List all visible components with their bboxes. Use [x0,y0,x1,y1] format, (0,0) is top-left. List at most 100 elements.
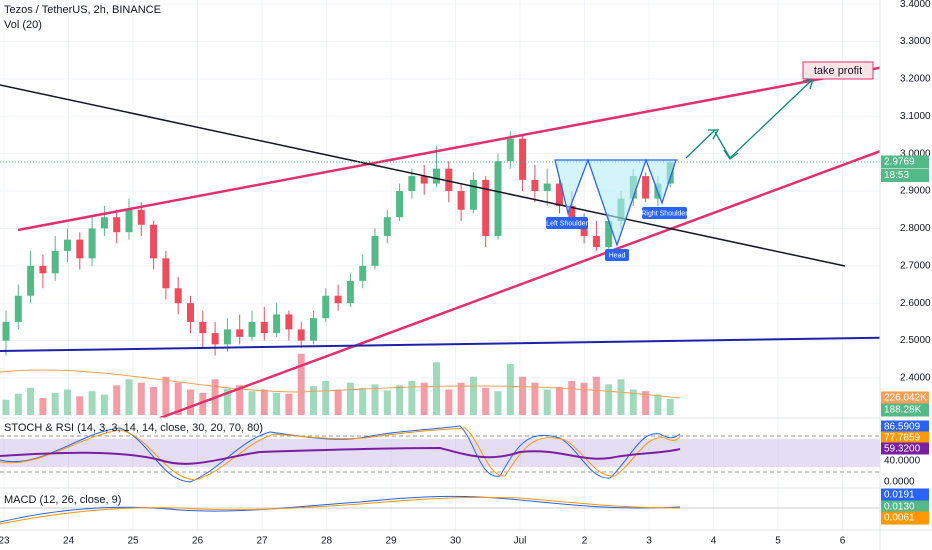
macd-title: MACD (12, 26, close, 9) [4,494,121,506]
candle-body [100,217,108,229]
volume-bar [248,391,256,415]
candle-body [568,206,576,221]
right-shoulder-badge [642,207,687,219]
volume-bar [88,391,96,415]
macd-label: 0.0061 [884,513,915,524]
candle-body [543,183,551,192]
candle-body [506,138,514,162]
candle-body [383,217,391,236]
upper-trendline [17,66,880,232]
volume-bar [187,389,194,415]
candles [2,131,674,356]
x-tick-label: Jul [514,536,527,547]
volume-bar [260,389,268,415]
macd-label-box [881,488,929,502]
volume-bar [297,353,305,415]
candle-body [642,176,650,199]
volume-bar [273,392,281,415]
last-price-box [881,155,929,169]
volume-bar [150,386,158,415]
candle-body [211,333,219,345]
x-tick-label: 23 [0,536,10,547]
candle-body [531,179,539,192]
last-price: 2.9769 [884,157,915,168]
candle-body [420,176,428,184]
candle-body [445,168,453,192]
volume-bar [617,379,625,415]
volume-bar [310,386,317,415]
candle-body [519,138,527,180]
volume-bar [14,393,22,415]
candle-body [457,191,465,210]
arrow-head [723,149,739,160]
x-tick-label: 4 [711,536,717,547]
x-tick-label: 24 [63,536,75,547]
volume-bar [64,389,71,415]
candle-body [64,239,71,251]
candle-body [396,191,404,218]
candle-body [592,235,600,248]
volume-bar [76,396,84,415]
volume-bar [543,389,551,415]
volume-bar [162,376,170,415]
candle-body [273,314,281,334]
volume-bar [322,381,330,415]
candle-body [88,228,96,259]
volume-bar [137,382,145,415]
volume-label: 226.042K [884,393,927,404]
candle-body [556,183,563,207]
macd-label: 0.0130 [884,502,915,513]
take-profit-label: take profit [814,65,862,77]
volume-bar [359,387,367,415]
volume-bar [531,382,539,415]
countdown-box [881,169,929,182]
stoch-label-box [881,431,929,445]
candle-body [310,318,317,341]
volume-bar [469,376,477,415]
price-pane: take profit Left Shoulder Right Shoulder… [0,61,880,418]
stoch-d [0,427,681,481]
volume-bar [285,393,293,415]
volume-bar [408,381,416,415]
stoch-label-box [881,420,929,434]
y-tick-label: 3.3000 [900,36,931,47]
macd-label-box [881,511,929,525]
rsi-band [0,439,880,467]
x-tick-label: 28 [321,536,333,547]
volume-bar [482,387,490,415]
stoch-label: 86.5909 [884,422,921,433]
candle-body [199,321,207,334]
volume-bar [39,398,47,415]
volume-bar [223,388,231,415]
volume-bar [433,362,440,415]
stoch-title: STOCH & RSI (14, 3, 3, 14, 14, close, 30… [4,422,263,434]
candle-body [162,258,170,289]
candle-body [39,265,47,274]
x-tick-label: 27 [256,536,268,547]
volume-bar [519,376,527,415]
left-shoulder-badge [546,217,588,229]
projection-arrows [685,78,814,160]
candle-body [297,329,305,341]
candle-body [371,235,379,266]
downtrend-line [0,84,846,267]
candle-body [2,321,10,341]
x-tick-label: 6 [840,536,846,547]
stoch-label: 40.0000 [884,456,921,467]
candle-body [408,176,416,192]
volume-bar [2,399,10,415]
candle-body [51,250,59,274]
macd-label: 0.0000 [884,477,915,488]
volume-bar [654,394,662,415]
volume-bar [592,376,600,415]
candle-body [14,295,22,322]
candle-body [334,295,342,304]
candle-body [150,224,158,259]
x-tick-label: 2 [582,536,588,547]
candle-body [248,321,256,337]
volume-bar [457,382,465,415]
candle-body [113,217,121,233]
volume-bar [27,387,35,415]
candle-body [76,239,84,259]
